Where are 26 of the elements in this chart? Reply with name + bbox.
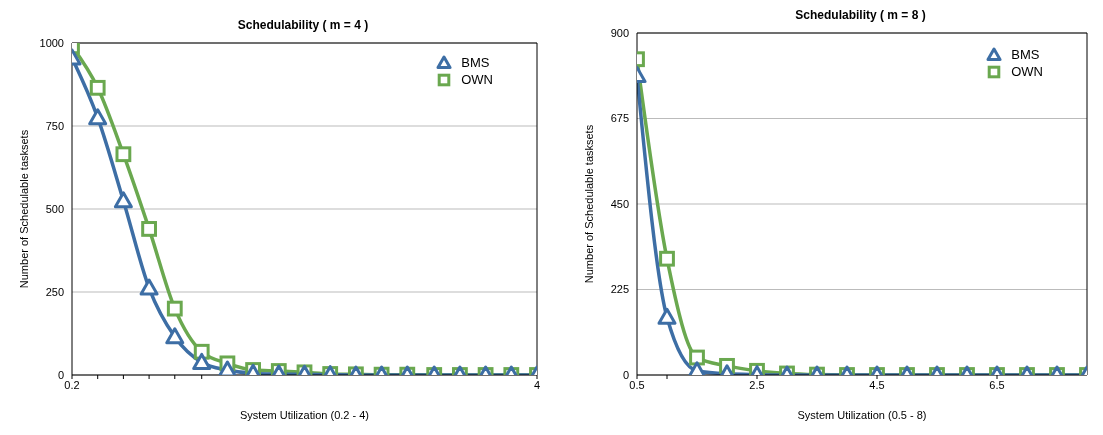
y-tick-label: 0	[57, 368, 64, 381]
x-tick-label: 2.5	[749, 378, 765, 391]
y-tick-label: 675	[610, 112, 629, 125]
y-tick-label: 0	[622, 368, 629, 381]
chart-title: Schedulability ( m = 4 )	[236, 18, 370, 32]
x-axis-title: System Utilization (0.2 - 4)	[240, 409, 369, 421]
y-tick-label: 750	[45, 119, 64, 132]
legend-label: OWN	[1011, 63, 1043, 80]
legend-label: OWN	[461, 71, 493, 88]
y-axis-title: Number of Schedulable tasksets	[582, 124, 595, 284]
y-tick-label: 250	[45, 285, 64, 298]
x-tick-label: 6.5	[989, 378, 1005, 391]
x-tick-label: 4	[533, 378, 541, 391]
y-tick-label: 450	[610, 197, 629, 210]
chart-title: Schedulability ( m = 8 )	[794, 8, 927, 22]
y-tick-label: 500	[45, 202, 64, 215]
legend-label: BMS	[461, 54, 490, 71]
y-tick-label: 1000	[39, 36, 64, 49]
x-tick-label: 4.5	[869, 378, 885, 391]
y-axis-title: Number of Schedulable tasksets	[17, 129, 30, 289]
y-tick-label: 225	[610, 283, 629, 296]
x-tick-label: 0.2	[64, 378, 80, 391]
x-axis-title: System Utilization (0.5 - 8)	[797, 409, 927, 421]
x-tick-label: 0.5	[629, 378, 645, 391]
y-tick-label: 900	[610, 26, 629, 39]
legend-label: BMS	[1011, 46, 1040, 63]
